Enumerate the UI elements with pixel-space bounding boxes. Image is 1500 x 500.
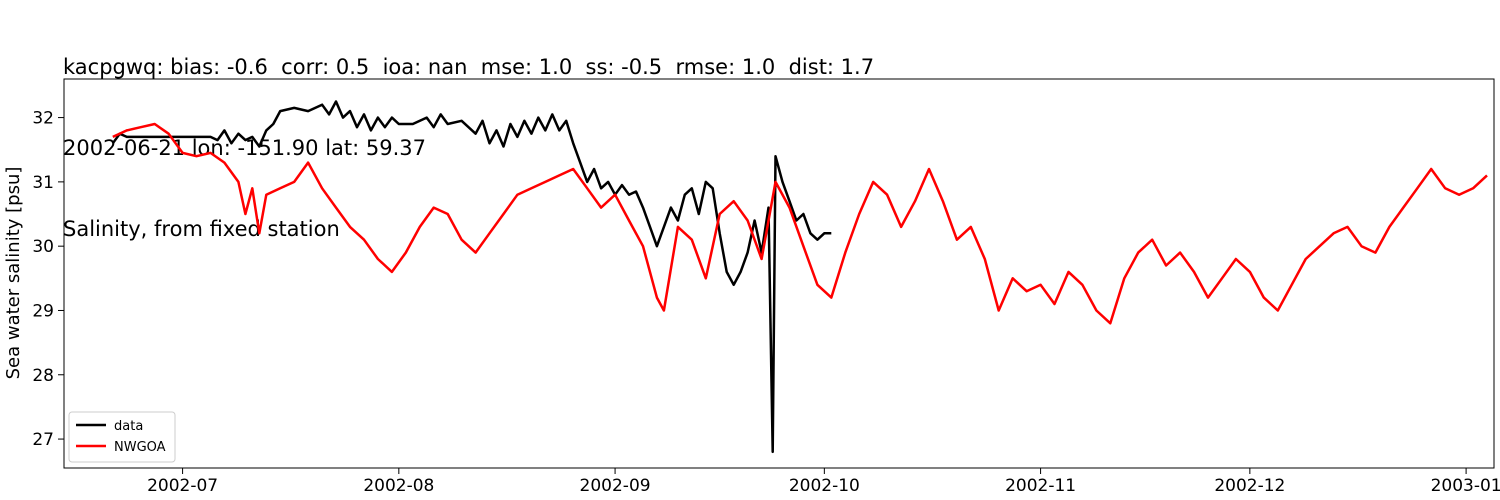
x-tick-label: 2002-08: [363, 476, 434, 496]
legend-label-data: data: [114, 419, 143, 434]
series-line-data: [111, 100, 832, 454]
y-tick-label: 30: [32, 237, 54, 257]
chart-title-line-2: 2002-06-21 lon: -151.90 lat: 59.37: [63, 136, 426, 160]
chart-title: kacpgwq: bias: -0.6 corr: 0.5 ioa: nan m…: [63, 0, 874, 270]
x-tick-label: 2002-11: [1005, 476, 1076, 496]
chart-title-line-3: Salinity, from fixed station: [63, 217, 340, 241]
y-tick-label: 29: [32, 301, 54, 321]
series-layer: [111, 100, 1488, 454]
y-tick-label: 27: [32, 430, 54, 450]
x-tick-label: 2002-12: [1214, 476, 1285, 496]
y-tick-label: 31: [32, 173, 54, 193]
x-tick-label: 2002-10: [789, 476, 860, 496]
x-tick-label: 2002-09: [580, 476, 651, 496]
y-axis: 27 28 29 30 31 32: [32, 109, 64, 450]
legend: data NWGOA: [68, 411, 176, 463]
x-tick-label: 2003-01: [1431, 476, 1500, 496]
x-tick-label: 2002-07: [147, 476, 218, 496]
y-axis-label: Sea water salinity [psu]: [3, 167, 24, 380]
chart-title-line-1: kacpgwq: bias: -0.6 corr: 0.5 ioa: nan m…: [63, 55, 875, 79]
legend-label-nwgoa: NWGOA: [114, 440, 166, 455]
y-tick-label: 28: [32, 366, 54, 386]
x-axis: 2002-07 2002-08 2002-09 2002-10 2002-11 2002-…: [147, 468, 1500, 496]
plot-area-frame: [63, 78, 1495, 469]
y-tick-label: 32: [32, 109, 54, 129]
series-line-nwgoa: [112, 122, 1488, 325]
